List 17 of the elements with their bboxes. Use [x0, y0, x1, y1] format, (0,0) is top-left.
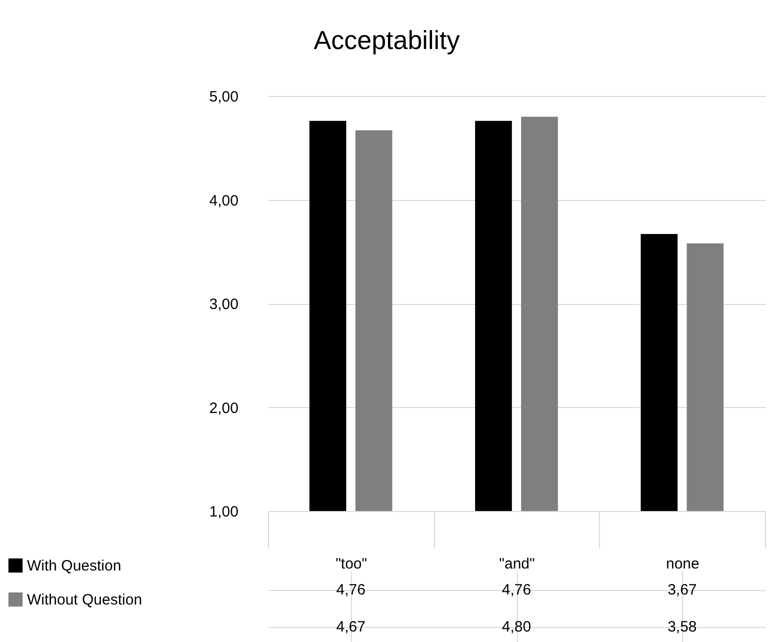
- data-label: 4,76: [336, 582, 366, 598]
- data-label: 4,76: [502, 582, 532, 598]
- y-tick-label: 1,00: [209, 504, 238, 520]
- y-tick-label: 3,00: [209, 296, 238, 313]
- y-tick-label: 5,00: [209, 88, 238, 106]
- chart-title: Acceptability: [314, 25, 460, 55]
- data-label: 3,58: [668, 618, 697, 636]
- x-tick-label: none: [666, 556, 700, 572]
- x-tick-label: "too": [336, 556, 368, 572]
- legend-label: Without Question: [27, 592, 142, 608]
- y-tick-label: 2,00: [209, 400, 238, 417]
- data-label: 4,80: [502, 618, 532, 636]
- y-tick-label: 4,00: [209, 192, 238, 210]
- data-label: 4,67: [336, 618, 366, 636]
- data-label: 3,67: [668, 582, 697, 598]
- legend-label: With Question: [27, 558, 122, 574]
- x-tick-label: "and": [499, 556, 535, 572]
